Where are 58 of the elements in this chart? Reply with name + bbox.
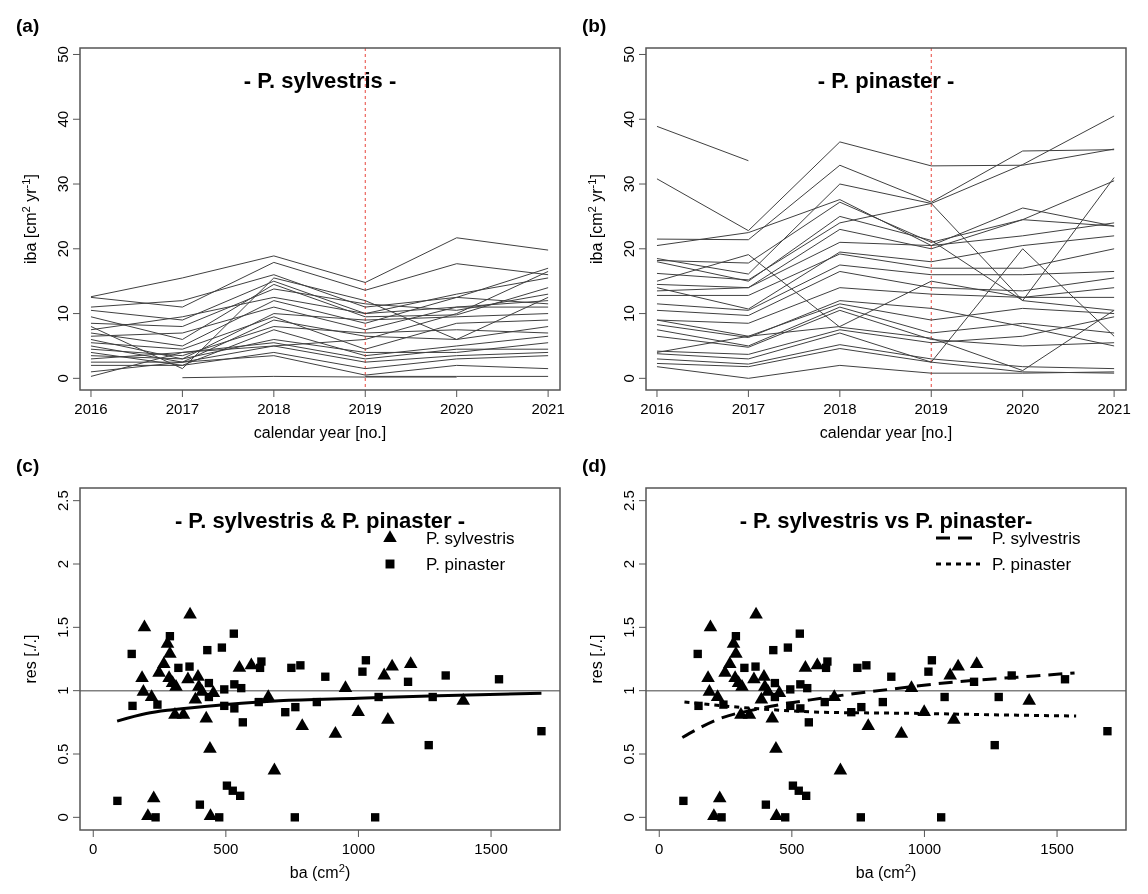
x-tick-label: 2019 xyxy=(348,400,382,417)
y-tick-label: 50 xyxy=(620,46,637,63)
x-tick-label: 1000 xyxy=(341,840,376,857)
y-tick-label: 2.5 xyxy=(54,490,71,512)
y-tick-label: 40 xyxy=(54,110,71,128)
text: (a) xyxy=(16,15,40,36)
x-tick-label: 0 xyxy=(89,840,98,857)
legend-label: P. pinaster xyxy=(426,555,506,574)
x-tick-label: 2021 xyxy=(531,400,565,417)
x-tick-label: 2017 xyxy=(731,400,766,417)
y-tick-label: 1 xyxy=(620,686,637,695)
text: - P. sylvestris - xyxy=(243,68,397,93)
y-axis-title: res [./.] xyxy=(588,634,605,684)
y-tick-label: 30 xyxy=(620,175,637,193)
x-axis-title: ba (cm$^{2}$) xyxy=(289,862,351,881)
x-tick-label: 1500 xyxy=(474,840,508,857)
y-tick-label: 20 xyxy=(54,240,71,258)
x-tick-label: 2016 xyxy=(640,400,674,417)
x-tick-label: 500 xyxy=(779,840,805,857)
x-axis-title: calendar year [no.] xyxy=(819,424,953,441)
x-tick-label: 500 xyxy=(213,840,239,857)
y-tick-label: 50 xyxy=(54,46,71,63)
x-axis-title: calendar year [no.] xyxy=(253,424,387,441)
y-tick-label: 2.5 xyxy=(620,490,637,512)
x-tick-label: 2018 xyxy=(257,400,291,417)
y-axis-title: res [./.] xyxy=(22,634,39,684)
x-tick-label: 1500 xyxy=(1040,840,1074,857)
x-tick-label: 2016 xyxy=(74,400,108,417)
y-tick-label: 0 xyxy=(54,374,71,383)
y-tick-label: 0 xyxy=(620,813,637,822)
y-tick-label: 10 xyxy=(54,305,71,322)
x-tick-label: 2020 xyxy=(1006,400,1040,417)
y-tick-label: 0 xyxy=(620,374,637,383)
y-tick-label: 1 xyxy=(54,686,71,695)
text: (d) xyxy=(582,455,607,476)
y-tick-label: 0 xyxy=(54,813,71,822)
y-tick-label: 0.5 xyxy=(620,743,637,765)
x-tick-label: 2021 xyxy=(1097,400,1131,417)
text: (c) xyxy=(16,455,40,476)
y-tick-label: 30 xyxy=(54,175,71,193)
legend-label: P. pinaster xyxy=(992,555,1072,574)
x-tick-label: 0 xyxy=(655,840,664,857)
y-tick-label: 1.5 xyxy=(620,616,637,638)
text: - P. pinaster - xyxy=(817,68,955,93)
y-tick-label: 2 xyxy=(620,559,637,569)
x-tick-label: 2017 xyxy=(165,400,200,417)
text: (b) xyxy=(582,15,607,36)
x-tick-label: 2018 xyxy=(823,400,857,417)
x-tick-label: 1000 xyxy=(907,840,942,857)
y-tick-label: 2 xyxy=(54,559,71,569)
y-tick-label: 10 xyxy=(620,305,637,322)
y-tick-label: 20 xyxy=(620,240,637,258)
y-tick-label: 1.5 xyxy=(54,616,71,638)
x-axis-title: ba (cm$^{2}$) xyxy=(855,862,917,881)
y-tick-label: 40 xyxy=(620,110,637,128)
x-tick-label: 2020 xyxy=(440,400,474,417)
x-tick-label: 2019 xyxy=(914,400,948,417)
y-tick-label: 0.5 xyxy=(54,743,71,765)
